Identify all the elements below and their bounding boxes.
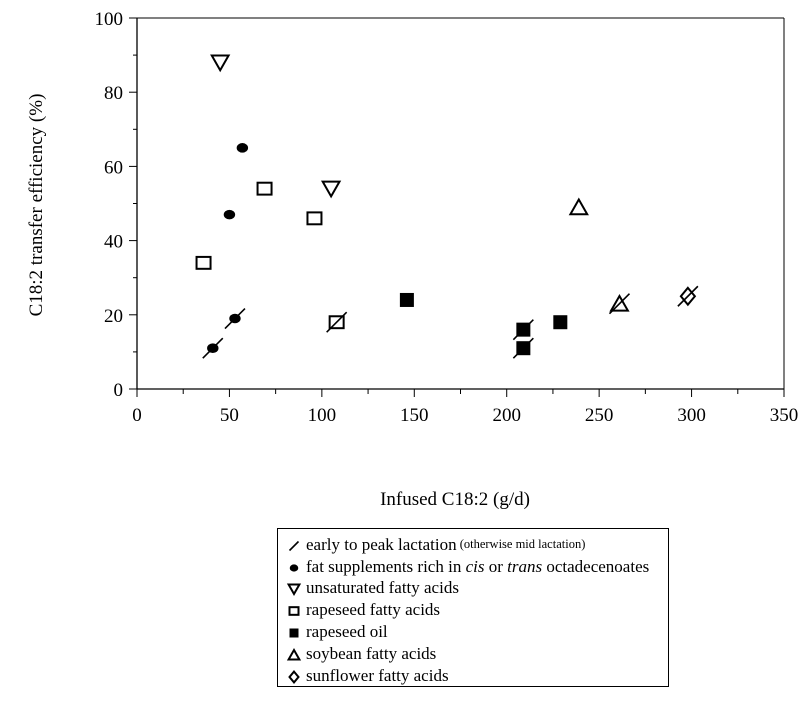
legend-symbol-filled-square <box>286 623 306 641</box>
data-point <box>512 337 534 359</box>
early-lactation-slash <box>512 337 534 359</box>
y-axis-label: C18:2 transfer efficiency (%) <box>26 94 47 317</box>
legend-text: or <box>484 556 508 576</box>
x-tick-label: 200 <box>492 405 521 426</box>
legend-item: early to peak lactation (otherwise mid l… <box>286 534 668 556</box>
data-point <box>553 315 568 330</box>
x-tick-label: 50 <box>220 405 239 426</box>
legend-item: rapeseed oil <box>286 621 668 643</box>
legend-text: early to peak lactation <box>306 534 457 554</box>
legend-text: octadecenoates <box>542 556 650 576</box>
data-point <box>223 209 236 220</box>
early-lactation-slash <box>202 337 224 359</box>
early-lactation-slash <box>326 311 348 333</box>
y-tick-label: 20 <box>104 306 123 327</box>
legend-symbol-open-triangle-up <box>286 645 306 663</box>
legend-item: soybean fatty acids <box>286 643 668 665</box>
y-tick-label: 60 <box>104 157 123 178</box>
legend-item: sunflower fatty acids <box>286 665 668 687</box>
data-point <box>195 255 212 270</box>
data-point <box>326 311 348 333</box>
data-point <box>202 337 224 359</box>
data-point <box>210 54 231 73</box>
y-tick-label: 40 <box>104 232 123 253</box>
legend-text: (otherwise mid lactation) <box>456 537 586 552</box>
legend-symbol-open-triangle-down <box>286 579 306 597</box>
data-point <box>677 285 699 307</box>
axes <box>136 17 785 390</box>
x-tick-label: 100 <box>308 405 337 426</box>
x-tick-label: 300 <box>677 405 706 426</box>
x-axis-label: Infused C18:2 (g/d) <box>380 489 530 510</box>
legend-text: rapeseed fatty acids <box>306 600 441 620</box>
ticks: 0 50 100 150 200 250 300 350 0 20 40 60 80 100 <box>95 9 799 426</box>
legend-symbol-open-square <box>286 601 306 619</box>
legend-symbol-open-diamond <box>286 667 306 685</box>
early-lactation-slash <box>677 285 699 307</box>
legend-item: rapeseed fatty acids <box>286 599 668 621</box>
legend-symbol-slash <box>286 536 306 554</box>
early-lactation-slash <box>224 307 246 330</box>
x-tick-label: 250 <box>585 405 614 426</box>
legend-text: cis <box>465 556 485 576</box>
y-tick-label: 80 <box>104 83 123 104</box>
legend-text: soybean fatty acids <box>306 643 437 663</box>
legend-text: fat supplements rich in <box>306 556 466 576</box>
y-tick-label: 0 <box>114 380 124 401</box>
data-point <box>256 181 273 196</box>
y-tick-label: 100 <box>95 9 124 30</box>
data-point <box>568 197 589 216</box>
early-lactation-slash <box>608 293 631 315</box>
data-point <box>320 180 342 199</box>
legend-item: fat supplements rich in cis or trans oct… <box>286 556 668 578</box>
data-point <box>512 319 534 341</box>
legend-item: unsaturated fatty acids <box>286 578 668 600</box>
data-point <box>224 307 246 330</box>
x-tick-label: 150 <box>400 405 429 426</box>
x-tick-label: 0 <box>132 405 142 426</box>
legend-text: unsaturated fatty acids <box>306 578 459 598</box>
x-tick-label: 350 <box>770 405 799 426</box>
data-point <box>608 293 631 315</box>
scatter-chart: 0 50 100 150 200 250 300 350 0 20 40 60 80 100 Infuse… <box>26 9 799 510</box>
data-point <box>399 292 414 307</box>
data-points <box>195 54 699 359</box>
data-point <box>306 211 323 226</box>
legend-text: trans <box>507 556 543 576</box>
legend-text: sunflower fatty acids <box>306 665 449 685</box>
legend: early to peak lactation (otherwise mid l… <box>277 528 669 687</box>
early-lactation-slash <box>512 319 534 341</box>
data-point <box>236 143 249 153</box>
legend-symbol-filled-circle <box>286 558 306 576</box>
legend-text: rapeseed oil <box>306 622 388 642</box>
